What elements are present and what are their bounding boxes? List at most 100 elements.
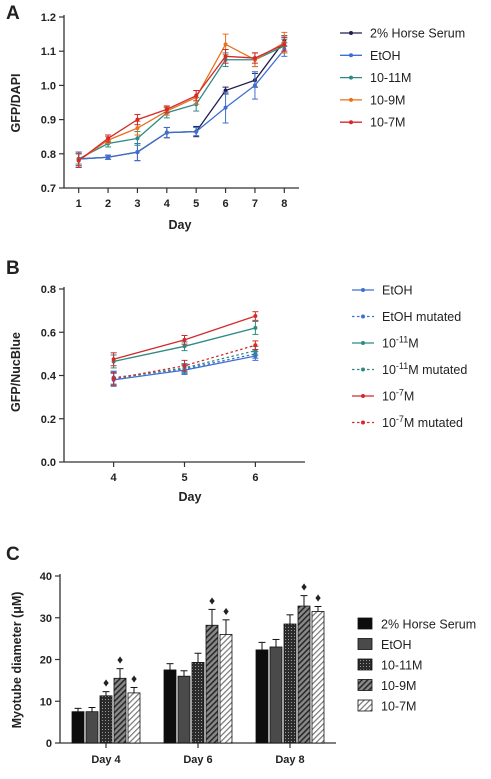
panel-b-axes: 0.0 0.2 0.4 0.6 0.8 4 5 6: [41, 284, 305, 484]
panel-b-legend-label: EtOH mutated: [382, 310, 461, 324]
panel-b-data-point: [182, 363, 187, 368]
panel-c-significance-marker: ♦: [301, 580, 307, 594]
panel-a-x-tick-label: 3: [134, 198, 140, 210]
panel-a-data-point: [135, 136, 140, 141]
panel-b-legend-label: 10-7M mutated: [382, 414, 463, 430]
panel-a-y-tick-label: 0.9: [41, 115, 56, 127]
panel-b-y-tick-label: 0.6: [41, 327, 56, 339]
panel-b-legend-swatch-dot: [361, 367, 365, 372]
panel-c-y-tick-label: 30: [40, 613, 52, 625]
panel-c-y-tick-label: 20: [40, 655, 52, 667]
panel-a-legend-label: 10-9M: [370, 93, 405, 107]
panel-c-bar: [311, 611, 325, 744]
panel-a-y-tick-label: 1.0: [41, 80, 56, 92]
panel-b-legend-label-superscript: -7: [396, 388, 404, 398]
panel-b-legend-label-text: EtOH mutated: [382, 310, 461, 324]
panel-b-legend-label: EtOH: [382, 284, 413, 298]
panel-b-legend-label-suffix: M mutated: [408, 363, 467, 377]
panel-c-bar: [99, 695, 113, 744]
panel-b-legend-label-superscript: -11: [396, 361, 408, 371]
panel-a-data-point: [223, 88, 228, 93]
panel-c-y-tick-label: 10: [40, 696, 52, 708]
panel-a-axes: 0.7 0.8 0.9 1.0 1.1 1.2 1 2 3 4 5 6 7 8: [41, 12, 299, 210]
panel-a-x-tick-label: 8: [281, 198, 287, 210]
panel-b-series-4: [110, 311, 259, 367]
panel-a-y-tick-label: 0.8: [41, 149, 56, 161]
panel-a-legend-swatch-dot: [349, 31, 353, 35]
panel-c-bar: [85, 711, 99, 744]
panel-a-x-tick-label: 7: [252, 198, 258, 210]
panel-letter-c: C: [6, 544, 20, 565]
panel-c-legend-label: 10-7M: [381, 700, 416, 714]
panel-b-legend-swatch-dot: [361, 288, 365, 292]
panel-b-x-tick-label: 5: [181, 472, 187, 484]
panel-b-legend-label-text: 10: [382, 337, 396, 351]
panel-c-significance-marker: ♦: [315, 590, 321, 604]
panel-b-y-tick-label: 0.4: [41, 371, 57, 383]
panel-a-data-point: [282, 42, 287, 47]
panel-b-legend-label: 10-11M: [382, 335, 419, 351]
panel-a-data-point: [252, 83, 257, 88]
panel-c-legend-swatch: [357, 658, 373, 671]
panel-c-legend-label: 2% Horse Serum: [381, 618, 476, 632]
panel-a-x-tick-label: 4: [164, 198, 171, 210]
panel-c-y-tick-label: 0: [46, 738, 52, 750]
panel-c-legend-swatch: [357, 699, 373, 712]
panel-a-legend-label: 10-11M: [370, 71, 411, 85]
panel-b-legend-label: 10-11M mutated: [382, 361, 467, 377]
panel-a-data-point: [135, 126, 140, 131]
panel-a-x-tick-label: 6: [223, 198, 229, 210]
panel-c-bar: [205, 624, 219, 744]
panel-a-data-point: [164, 107, 169, 112]
panel-b-legend-label-suffix: M: [408, 337, 418, 351]
panel-c-bar: [219, 634, 233, 744]
panel-b-data-point: [182, 337, 187, 342]
panel-b-legend-label-superscript: -11: [396, 335, 408, 345]
panel-c-significance-marker: ♦: [131, 671, 137, 685]
panel-c-significance-marker: ♦: [223, 604, 229, 618]
panel-a-legend-label: EtOH: [370, 49, 401, 63]
panel-a-series-0: [75, 35, 288, 167]
panel-a-legend-label-text: EtOH: [370, 49, 401, 63]
panel-a-data-point: [194, 93, 199, 98]
panel-a-data-point: [135, 150, 140, 155]
panel-a-data-point: [135, 117, 140, 122]
panel-a-legend-label-text: 2% Horse Serum: [370, 27, 465, 41]
panel-b-data-point: [253, 314, 258, 319]
panel-a-x-tick-label: 1: [76, 198, 82, 210]
panel-b-legend-label-suffix: M mutated: [404, 416, 463, 430]
panel-a-data-point: [252, 56, 257, 61]
panel-a-x-tick-label: 5: [193, 198, 199, 210]
panel-b-legend-label-superscript: -7: [396, 414, 404, 424]
panel-c-y-tick-label: 40: [40, 571, 52, 583]
panel-c-bar: [269, 646, 283, 744]
panel-a-legend-swatch-dot: [349, 53, 353, 58]
panel-a-series-line: [78, 43, 285, 162]
panel-a-data-point: [223, 54, 228, 59]
panel-b-data-point: [253, 325, 258, 330]
panel-b-line-chart: 0.0 0.2 0.4 0.6 0.8 4 5 6 Day GFP/NucBlue EtOH E…: [9, 284, 467, 505]
panel-c-bar: [297, 605, 311, 744]
panel-c-significance-marker: ♦: [209, 593, 215, 607]
panel-b-legend-label-text: EtOH: [382, 284, 413, 298]
panel-c-significance-marker: ♦: [103, 676, 109, 690]
panel-b-legend-label-suffix: M: [404, 390, 414, 404]
panel-b-legend-swatch-dot: [361, 341, 365, 345]
panel-a-y-axis-title: GFP/DAPI: [9, 73, 23, 132]
panel-a-legend-swatch-dot: [349, 97, 353, 102]
panel-a-data-point: [223, 42, 228, 47]
panel-c-bar-chart: 0 10 20 30 40 Day 4 Day 6 Day 8 ♦ ♦ ♦ ♦ ♦ ♦ ♦ Myotube…: [10, 571, 476, 766]
panel-b-x-tick-label: 4: [111, 472, 118, 484]
panel-letter-a: A: [6, 3, 20, 24]
panel-a-series-4: [75, 37, 288, 168]
panel-c-x-tick-label: Day 8: [275, 754, 304, 766]
panel-c-legend-swatch: [357, 679, 373, 691]
panel-b-legend-label: 10-7M: [382, 388, 414, 404]
panel-c-legend: 2% Horse Serum EtOH 10-11M 10-9M 10-7M: [357, 618, 476, 714]
panel-b-y-axis-title: GFP/NucBlue: [9, 332, 23, 412]
panel-a-x-tick-label: 2: [105, 198, 111, 210]
panel-c-bar: [283, 623, 297, 744]
panel-b-series: [110, 311, 259, 387]
panel-a-line-chart: 0.70.80.91.01.11.21 2 3 4 5 6 7 8 Day GFP/DAPI …: [9, 12, 465, 232]
